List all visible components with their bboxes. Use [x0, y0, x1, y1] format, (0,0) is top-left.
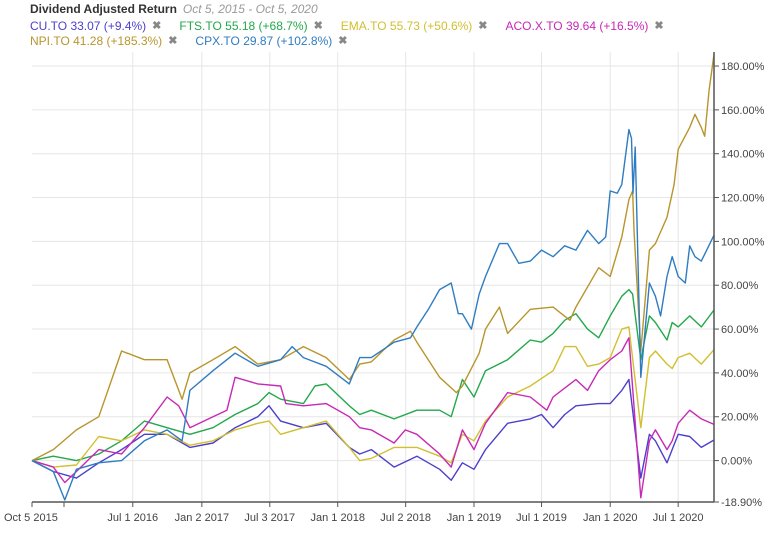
x-tick-label: Jul 2 2018 — [380, 512, 431, 524]
x-tick-label: Jul 1 2019 — [516, 512, 567, 524]
x-tick-label: Jan 1 2019 — [447, 512, 501, 524]
x-tick-label: Jul 3 2017 — [244, 512, 295, 524]
series-line-npi-to — [31, 54, 715, 462]
date-range: Oct 5, 2015 - Oct 5, 2020 — [182, 2, 318, 16]
legend-label: NPI.TO 41.28 (+185.3%) — [30, 33, 163, 48]
legend-label: EMA.TO 55.73 (+50.6%) — [340, 18, 473, 33]
legend-item-fts[interactable]: FTS.TO 55.18 (+68.7%) ✖ — [179, 18, 322, 33]
y-tick-label: -18.90% — [721, 497, 762, 509]
y-tick-label: 100.00% — [721, 236, 765, 248]
series-line-ema-to — [31, 326, 715, 468]
x-tick-label: Oct 5 2015 — [4, 512, 58, 524]
y-tick-label: 140.00% — [721, 149, 765, 161]
y-tick-label: 160.00% — [721, 105, 765, 117]
legend-item-cu[interactable]: CU.TO 33.07 (+9.4%) ✖ — [30, 18, 161, 33]
x-tick-label: Jul 1 2020 — [653, 512, 704, 524]
close-icon[interactable]: ✖ — [168, 34, 178, 47]
series-line-cu-to — [31, 378, 715, 481]
x-tick-label: Jan 1 2020 — [583, 512, 637, 524]
y-tick-label: 20.00% — [721, 412, 759, 424]
y-tick-label: 60.00% — [721, 324, 759, 336]
y-tick-label: 80.00% — [721, 280, 759, 292]
chart-title: Dividend Adjusted Return Oct 5, 2015 - Oc… — [30, 2, 318, 16]
y-tick-label: 120.00% — [721, 193, 765, 205]
series-line-cpx-to — [31, 128, 715, 501]
close-icon[interactable]: ✖ — [152, 19, 162, 32]
legend-row: CU.TO 33.07 (+9.4%) ✖ FTS.TO 55.18 (+68.7… — [30, 18, 760, 33]
legend-label: CPX.TO 29.87 (+102.8%) — [195, 33, 333, 48]
legend-row: NPI.TO 41.28 (+185.3%) ✖ CPX.TO 29.87 (+1… — [30, 33, 760, 48]
x-tick-label: Jul 1 2016 — [107, 512, 158, 524]
close-icon[interactable]: ✖ — [478, 19, 488, 32]
y-tick-label: 180.00% — [721, 61, 765, 73]
legend-item-cpx[interactable]: CPX.TO 29.87 (+102.8%) ✖ — [195, 33, 347, 48]
close-icon[interactable]: ✖ — [338, 34, 348, 47]
x-tick-label: Jan 2 2017 — [175, 512, 229, 524]
x-tick-label: Jan 1 2018 — [311, 512, 365, 524]
legend-item-npi[interactable]: NPI.TO 41.28 (+185.3%) ✖ — [30, 33, 177, 48]
legend-label: FTS.TO 55.18 (+68.7%) — [179, 18, 308, 33]
legend-item-aco[interactable]: ACO.X.TO 39.64 (+16.5%) ✖ — [506, 18, 664, 33]
y-tick-label: 0.00% — [721, 456, 752, 468]
legend-label: ACO.X.TO 39.64 (+16.5%) — [505, 18, 649, 33]
close-icon[interactable]: ✖ — [654, 19, 664, 32]
legend: CU.TO 33.07 (+9.4%) ✖ FTS.TO 55.18 (+68.7… — [30, 18, 760, 48]
close-icon[interactable]: ✖ — [313, 19, 323, 32]
legend-label: CU.TO 33.07 (+9.4%) — [30, 18, 147, 33]
legend-item-ema[interactable]: EMA.TO 55.73 (+50.6%) ✖ — [341, 18, 488, 33]
y-tick-label: 40.00% — [721, 368, 759, 380]
series-line-aco-x-to — [31, 337, 715, 499]
chart-title-text: Dividend Adjusted Return — [30, 2, 177, 16]
